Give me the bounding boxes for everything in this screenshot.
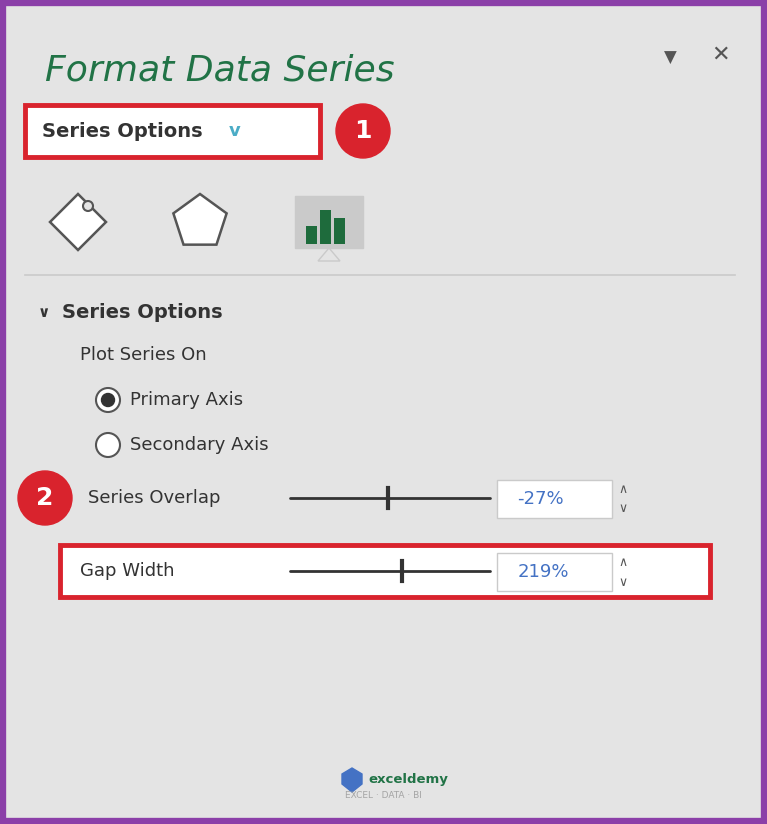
Text: 2: 2 xyxy=(36,486,54,510)
Text: ∧: ∧ xyxy=(618,555,627,569)
Circle shape xyxy=(101,394,114,406)
Polygon shape xyxy=(50,194,106,250)
Text: ▼: ▼ xyxy=(663,49,676,67)
Circle shape xyxy=(96,388,120,412)
Text: ∨: ∨ xyxy=(618,503,627,516)
Text: 1: 1 xyxy=(354,119,372,143)
Text: Secondary Axis: Secondary Axis xyxy=(130,436,268,454)
FancyBboxPatch shape xyxy=(497,480,612,518)
Text: Series Overlap: Series Overlap xyxy=(88,489,220,507)
FancyBboxPatch shape xyxy=(60,545,710,597)
FancyBboxPatch shape xyxy=(25,105,320,157)
Text: Gap Width: Gap Width xyxy=(80,562,175,580)
Text: exceldemy: exceldemy xyxy=(368,773,448,785)
Polygon shape xyxy=(318,248,340,261)
Text: Series Options: Series Options xyxy=(42,121,202,141)
Text: Format Data Series: Format Data Series xyxy=(45,53,395,87)
Text: ∧: ∧ xyxy=(618,483,627,495)
Circle shape xyxy=(18,471,72,525)
Text: ∨: ∨ xyxy=(38,305,51,320)
Text: v: v xyxy=(229,122,241,140)
Text: Series Options: Series Options xyxy=(62,302,222,321)
Bar xyxy=(334,218,345,244)
FancyBboxPatch shape xyxy=(497,553,612,591)
Bar xyxy=(306,226,317,244)
Text: EXCEL · DATA · BI: EXCEL · DATA · BI xyxy=(344,790,421,799)
Circle shape xyxy=(96,433,120,457)
Circle shape xyxy=(83,201,93,211)
Text: -27%: -27% xyxy=(517,490,563,508)
Text: Primary Axis: Primary Axis xyxy=(130,391,243,409)
Polygon shape xyxy=(173,194,226,245)
Text: Plot Series On: Plot Series On xyxy=(80,346,206,364)
Text: ✕: ✕ xyxy=(711,45,729,65)
FancyBboxPatch shape xyxy=(295,196,363,248)
Text: ∨: ∨ xyxy=(618,575,627,588)
Circle shape xyxy=(336,104,390,158)
Bar xyxy=(320,210,331,244)
Text: 219%: 219% xyxy=(517,563,569,581)
Polygon shape xyxy=(342,768,362,792)
